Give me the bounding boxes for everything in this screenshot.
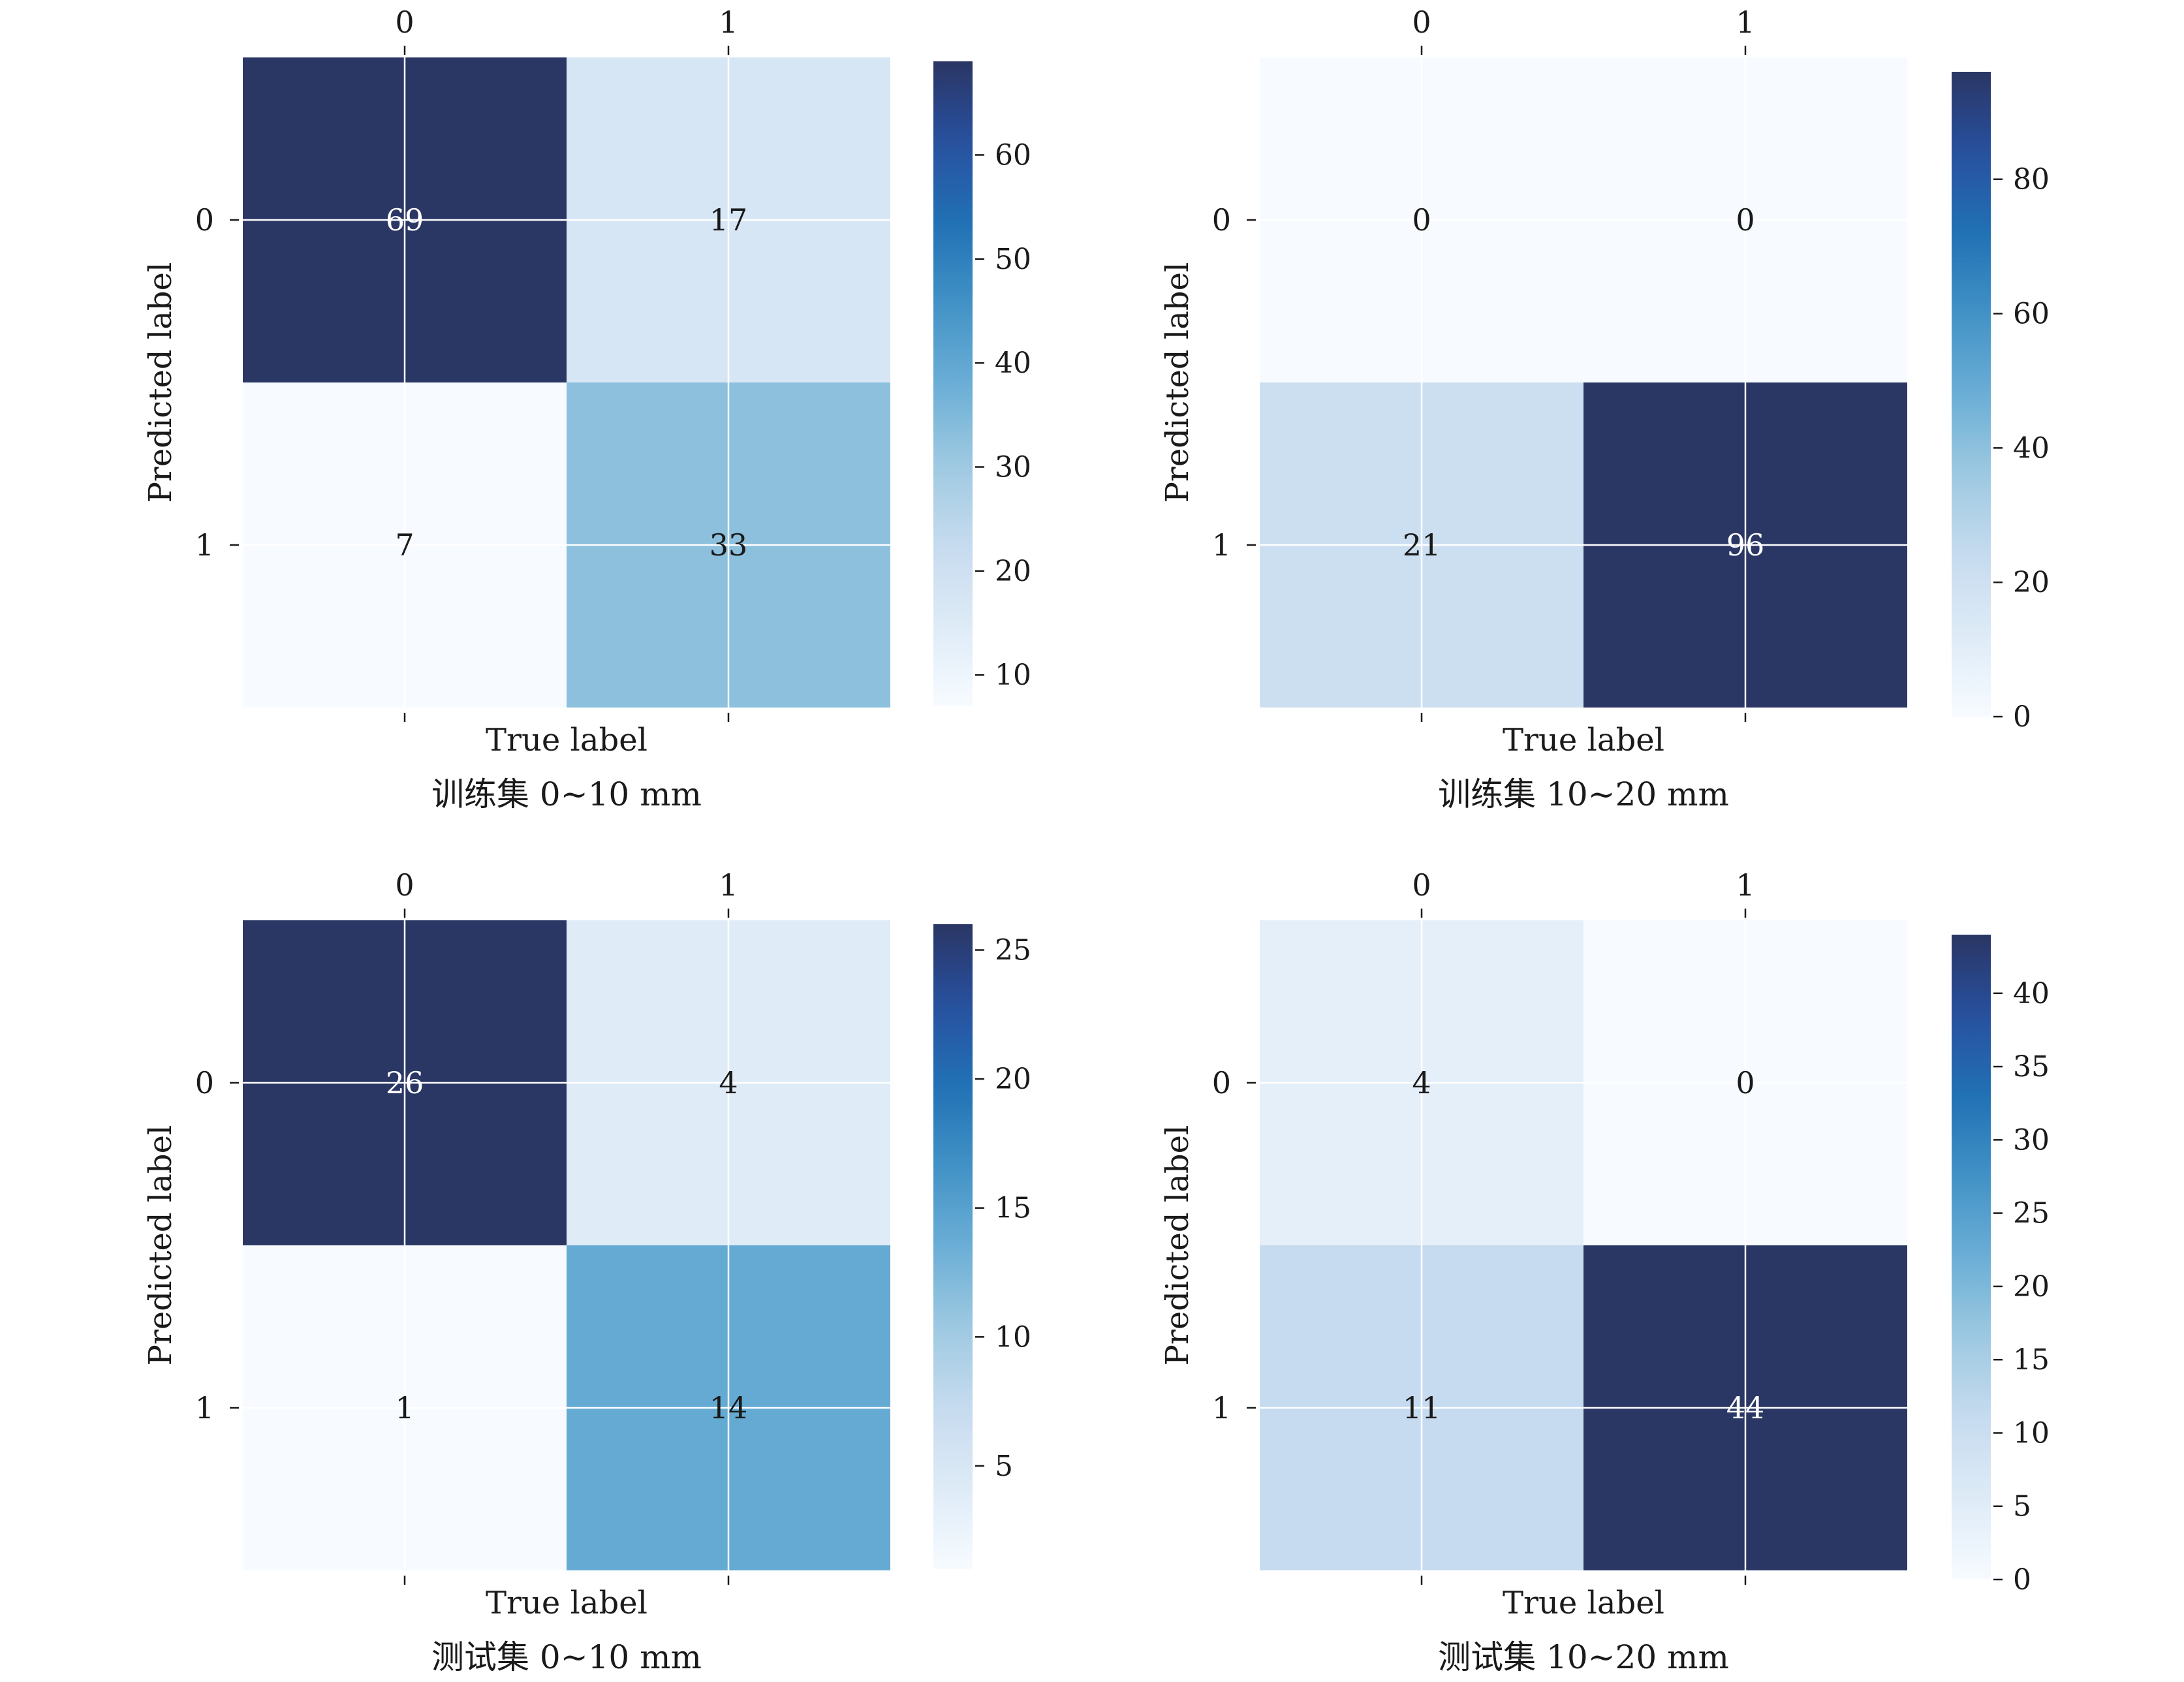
- panel-caption: 训练集 10~20 mm: [1438, 775, 1729, 813]
- x-tick-label-1: 1: [1736, 867, 1755, 903]
- colorbar-gradient: [933, 924, 973, 1569]
- colorbar-gradient: [1952, 72, 1991, 717]
- x-tick-label-1: 1: [1736, 5, 1755, 40]
- colorbar: 5 10 15 20 25: [933, 924, 1031, 1569]
- y-tick-label-1: 1: [1212, 527, 1231, 563]
- cell-value-label-r1-c1: 44: [1726, 1390, 1765, 1425]
- cell-value-label-r1-c0: 7: [395, 527, 414, 563]
- colorbar-tick-label-5: 25: [2013, 1197, 2050, 1230]
- colorbar-tick-label-5: 60: [995, 138, 1031, 172]
- confusion-matrix-panel-2: 0 0 21 96 0 1 0 1 Predicted label True label 训练集 1…: [1159, 5, 2050, 813]
- x-tick-label-0: 0: [395, 867, 414, 903]
- x-tick-label-0: 0: [1412, 867, 1431, 903]
- cell-value-label-r0-c0: 4: [1412, 1065, 1431, 1100]
- cell-value-label-r1-c0: 1: [395, 1390, 414, 1425]
- panel-caption: 训练集 0~10 mm: [431, 775, 702, 813]
- colorbar-tick-label-2: 10: [2013, 1416, 2050, 1450]
- x-axis-label: True label: [486, 1585, 647, 1621]
- panel-caption: 测试集 10~20 mm: [1438, 1638, 1729, 1676]
- cell-value-label-r1-c0: 11: [1403, 1390, 1441, 1425]
- cell-value-label-r1-c1: 96: [1726, 527, 1765, 563]
- x-tick-label-0: 0: [1412, 5, 1431, 40]
- colorbar-tick-label-0: 0: [2013, 1563, 2031, 1596]
- cell-value-label-r1-c1: 14: [710, 1390, 748, 1425]
- cell-value-label-r0-c1: 0: [1736, 1065, 1755, 1100]
- y-axis-label: Predicted label: [1159, 262, 1196, 503]
- colorbar-tick-label-1: 10: [995, 1320, 1031, 1354]
- colorbar: 0 20 40 60 80: [1952, 72, 2050, 734]
- x-tick-label-1: 1: [719, 5, 738, 40]
- colorbar-tick-label-2: 15: [995, 1192, 1031, 1225]
- colorbar-tick-label-2: 40: [2013, 431, 2050, 465]
- colorbar-tick-label-4: 50: [995, 243, 1031, 276]
- cell-value-label-r0-c0: 26: [386, 1065, 424, 1100]
- y-tick-label-0: 0: [1212, 202, 1231, 238]
- colorbar-tick-label-0: 5: [995, 1450, 1013, 1483]
- y-tick-label-0: 0: [195, 1065, 214, 1100]
- colorbar-tick-label-4: 80: [2013, 163, 2050, 196]
- cell-value-label-r1-c1: 33: [710, 527, 748, 563]
- cell-value-label-r1-c0: 21: [1403, 527, 1441, 563]
- colorbar-tick-label-4: 25: [995, 934, 1031, 967]
- colorbar-tick-label-3: 40: [995, 347, 1031, 380]
- y-tick-label-1: 1: [195, 527, 214, 563]
- x-tick-label-1: 1: [719, 867, 738, 903]
- panel-caption: 测试集 0~10 mm: [431, 1638, 702, 1676]
- colorbar-tick-label-0: 0: [2013, 700, 2031, 734]
- y-axis-label: Predicted label: [142, 1125, 179, 1366]
- y-tick-label-1: 1: [1212, 1390, 1231, 1425]
- y-tick-label-0: 0: [1212, 1065, 1231, 1100]
- colorbar-tick-label-1: 20: [2013, 566, 2050, 599]
- y-tick-label-0: 0: [195, 202, 214, 238]
- y-tick-label-1: 1: [195, 1390, 214, 1425]
- cell-value-label-r0-c1: 4: [719, 1065, 738, 1100]
- x-tick-label-0: 0: [395, 5, 414, 40]
- cell-value-label-r0-c0: 0: [1412, 202, 1431, 238]
- colorbar-tick-label-4: 20: [2013, 1270, 2050, 1303]
- cell-value-label-r0-c0: 69: [386, 202, 424, 238]
- cell-value-label-r0-c1: 0: [1736, 202, 1755, 238]
- colorbar-tick-label-3: 20: [995, 1063, 1031, 1096]
- colorbar-tick-label-3: 60: [2013, 298, 2050, 331]
- cell-value-label-r0-c1: 17: [710, 202, 748, 238]
- colorbar-gradient: [1952, 935, 1991, 1580]
- colorbar-gradient: [933, 61, 973, 706]
- x-axis-label: True label: [486, 722, 647, 758]
- colorbar: 0 5 10 15 20 25 30 35 40: [1952, 935, 2050, 1596]
- colorbar-tick-label-6: 30: [2013, 1123, 2050, 1157]
- colorbar: 10 20 30 40 50 60: [933, 61, 1031, 706]
- colorbar-tick-label-8: 40: [2013, 977, 2050, 1010]
- colorbar-tick-label-0: 10: [995, 659, 1031, 692]
- colorbar-tick-label-7: 35: [2013, 1050, 2050, 1083]
- colorbar-tick-label-1: 5: [2013, 1490, 2031, 1523]
- colorbar-tick-label-1: 20: [995, 555, 1031, 588]
- y-axis-label: Predicted label: [1159, 1125, 1196, 1366]
- y-axis-label: Predicted label: [142, 262, 179, 503]
- x-axis-label: True label: [1503, 1585, 1664, 1621]
- x-axis-label: True label: [1503, 722, 1664, 758]
- colorbar-tick-label-2: 30: [995, 450, 1031, 484]
- colorbar-tick-label-3: 15: [2013, 1343, 2050, 1377]
